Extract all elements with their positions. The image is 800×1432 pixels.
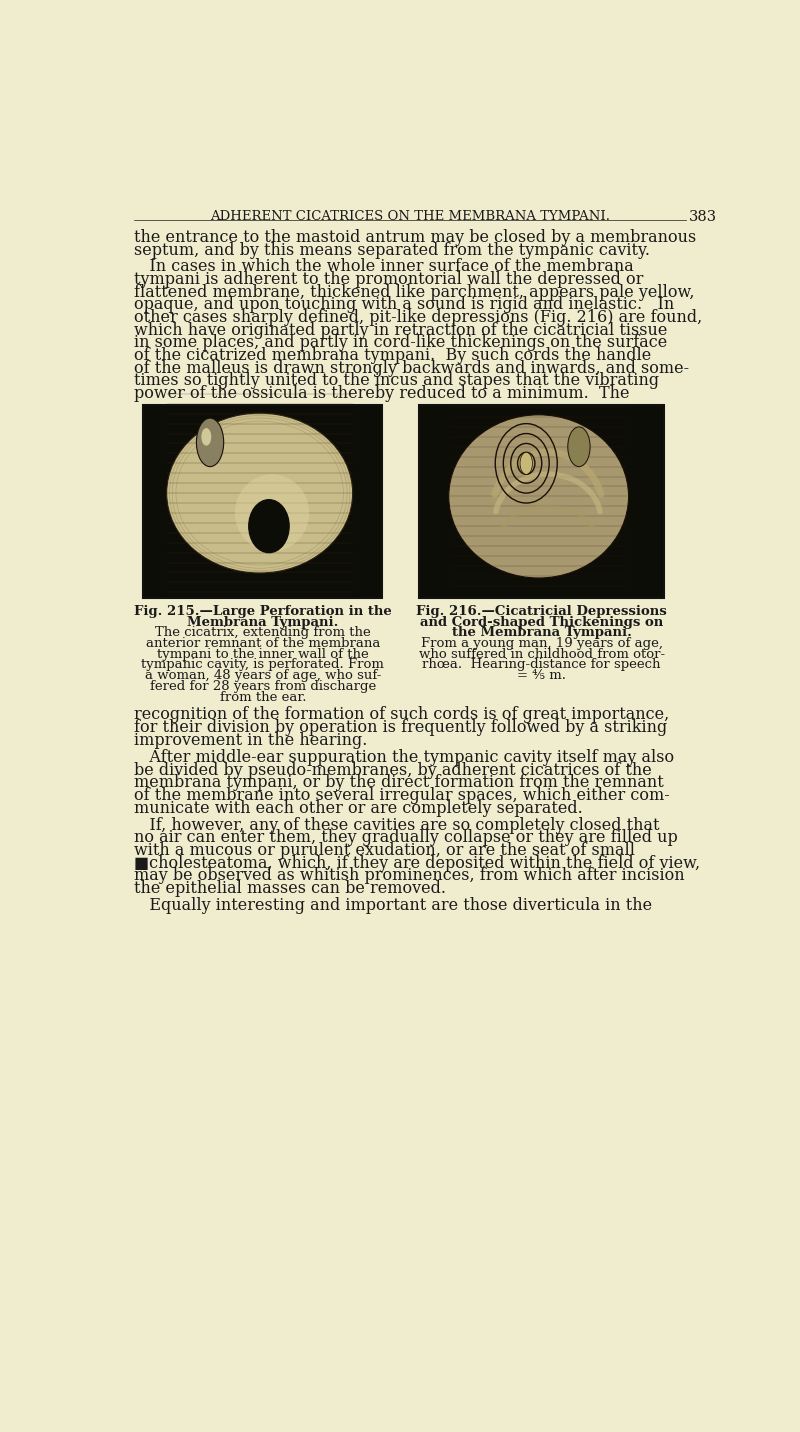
Ellipse shape [449, 415, 629, 579]
Bar [143, 405, 382, 599]
Text: ■cholesteatoma, which, if they are deposited within the field of view,: ■cholesteatoma, which, if they are depos… [134, 855, 700, 872]
Text: recognition of the formation of such cords is of great importance,: recognition of the formation of such cor… [134, 706, 670, 723]
Text: opaque, and upon touching with a sound is rigid and inelastic.   In: opaque, and upon touching with a sound i… [134, 296, 674, 314]
Text: of the malleus is drawn strongly backwards and inwards, and some-: of the malleus is drawn strongly backwar… [134, 359, 690, 377]
Text: After middle-ear suppuration the tympanic cavity itself may also: After middle-ear suppuration the tympani… [134, 749, 674, 766]
Text: improvement in the hearing.: improvement in the hearing. [134, 732, 367, 749]
Text: power of the ossicula is thereby reduced to a minimum.  The: power of the ossicula is thereby reduced… [134, 385, 630, 402]
Text: fered for 28 years from discharge: fered for 28 years from discharge [150, 680, 376, 693]
Text: Membrana Tympani.: Membrana Tympani. [187, 616, 338, 629]
Text: the Membrana Tympani.: the Membrana Tympani. [452, 626, 632, 640]
Ellipse shape [235, 474, 310, 551]
Text: may be observed as whitish prominences, from which after incision: may be observed as whitish prominences, … [134, 868, 685, 885]
Text: in some places, and partly in cord-like thickenings on the surface: in some places, and partly in cord-like … [134, 335, 667, 351]
Text: of the cicatrized membrana tympani.  By such cords the handle: of the cicatrized membrana tympani. By s… [134, 347, 651, 364]
Text: Fig. 216.—Cicatricial Depressions: Fig. 216.—Cicatricial Depressions [416, 604, 667, 619]
Circle shape [568, 427, 590, 467]
Circle shape [520, 453, 533, 474]
Text: be divided by pseudo-membranes, by adherent cicatrices of the: be divided by pseudo-membranes, by adher… [134, 762, 652, 779]
Ellipse shape [249, 500, 289, 553]
Text: The cicatrix, extending from the: The cicatrix, extending from the [155, 626, 370, 640]
Text: 383: 383 [689, 211, 717, 225]
Text: In cases in which the whole inner surface of the membrana: In cases in which the whole inner surfac… [134, 258, 634, 275]
Text: of the membrane into several irregular spaces, which either com-: of the membrane into several irregular s… [134, 786, 670, 803]
Text: the entrance to the mastoid antrum may be closed by a membranous: the entrance to the mastoid antrum may b… [134, 229, 696, 246]
Text: tympani is adherent to the promontorial wall the depressed or: tympani is adherent to the promontorial … [134, 271, 643, 288]
Text: a woman, 48 years of age, who suf-: a woman, 48 years of age, who suf- [145, 669, 381, 682]
Text: = ⅘ m.: = ⅘ m. [518, 669, 566, 682]
Text: If, however, any of these cavities are so completely closed that: If, however, any of these cavities are s… [134, 816, 659, 833]
Text: tympani to the inner wall of the: tympani to the inner wall of the [157, 647, 369, 660]
Text: from the ear.: from the ear. [219, 690, 306, 703]
Text: ADHERENT CICATRICES ON THE MEMBRANA TYMPANI.: ADHERENT CICATRICES ON THE MEMBRANA TYMP… [210, 211, 610, 223]
Text: Equally interesting and important are those diverticula in the: Equally interesting and important are th… [134, 898, 652, 914]
Text: municate with each other or are completely separated.: municate with each other or are complete… [134, 799, 583, 816]
Text: other cases sharply defined, pit-like depressions (Fig. 216) are found,: other cases sharply defined, pit-like de… [134, 309, 702, 326]
Text: the epithelial masses can be removed.: the epithelial masses can be removed. [134, 881, 446, 896]
Text: anterior remnant of the membrana: anterior remnant of the membrana [146, 637, 380, 650]
Text: no air can enter them, they gradually collapse or they are filled up: no air can enter them, they gradually co… [134, 829, 678, 846]
Text: and Cord-shaped Thickenings on: and Cord-shaped Thickenings on [420, 616, 663, 629]
Text: who suffered in childhood from otor-: who suffered in childhood from otor- [418, 647, 665, 660]
Bar [419, 405, 664, 599]
Text: septum, and by this means separated from the tympanic cavity.: septum, and by this means separated from… [134, 242, 650, 259]
Text: flattened membrane, thickened like parchment, appears pale yellow,: flattened membrane, thickened like parch… [134, 284, 694, 301]
Text: From a young man, 19 years of age,: From a young man, 19 years of age, [421, 637, 662, 650]
Text: which have originated partly in retraction of the cicatricial tissue: which have originated partly in retracti… [134, 322, 667, 339]
Text: times so tightly united to the incus and stapes that the vibrating: times so tightly united to the incus and… [134, 372, 659, 390]
Text: with a mucous or purulent exudation, or are the seat of small: with a mucous or purulent exudation, or … [134, 842, 635, 859]
Circle shape [202, 428, 211, 445]
Text: for their division by operation is frequently followed by a striking: for their division by operation is frequ… [134, 719, 667, 736]
Text: Fig. 215.—Large Perforation in the: Fig. 215.—Large Perforation in the [134, 604, 392, 619]
Circle shape [197, 418, 224, 467]
Text: membrana tympani, or by the direct formation from the remnant: membrana tympani, or by the direct forma… [134, 775, 664, 792]
Text: tympanic cavity, is perforated. From: tympanic cavity, is perforated. From [142, 659, 384, 672]
Text: rhœa.  Hearing-distance for speech: rhœa. Hearing-distance for speech [422, 659, 661, 672]
Ellipse shape [166, 414, 353, 573]
